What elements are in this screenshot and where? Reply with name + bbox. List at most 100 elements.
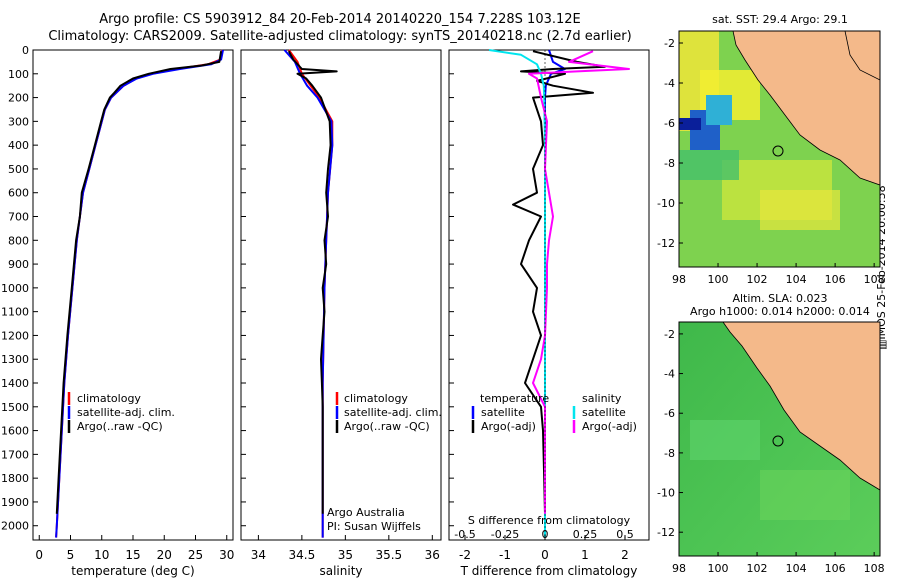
depth-tick-label: 1600 <box>1 425 29 438</box>
sst-map-title: sat. SST: 29.4 Argo: 29.1 <box>712 13 848 26</box>
depth-tick-label: 1900 <box>1 496 29 509</box>
map-lat-label: -2 <box>664 328 675 341</box>
sla-map-title-line2: Argo h1000: 0.014 h2000: 0.014 <box>690 305 870 318</box>
depth-tick-label: 700 <box>8 211 29 224</box>
legend-sal-argo-label: Argo(-adj) <box>582 420 637 433</box>
depth-tick-label: 800 <box>8 234 29 247</box>
depth-tick-label: 0 <box>22 44 29 57</box>
figure-title-line1: Argo profile: CS 5903912_84 20-Feb-2014 … <box>99 12 581 27</box>
map-lon-label: 102 <box>747 562 768 575</box>
pi-name-note: PI: Susan Wijffels <box>327 520 421 533</box>
series-line-argo-raw-qc <box>287 50 338 514</box>
map-lat-label: -4 <box>664 77 675 90</box>
argo-program-note: Argo Australia <box>327 506 405 519</box>
map-lat-label: -10 <box>657 197 675 210</box>
difference-panel: -2 -1 0 1 2 -0.5 -0.25 0 0.25 0.5 S difference fr… <box>448 49 650 578</box>
x-tick-label: 5 <box>67 548 75 562</box>
depth-tick-label: 1100 <box>1 306 29 319</box>
depth-tick-label: 900 <box>8 258 29 271</box>
map-lat-label: -8 <box>664 157 675 170</box>
difference-xlabel-salinity: S difference from climatology <box>468 514 631 527</box>
legend-satellite-adj-label: satellite-adj. clim. <box>344 406 442 419</box>
x-tick-label-salinity: -0.25 <box>491 528 519 541</box>
sst-map: sat. SST: 29.4 Argo: 29.1 98 100 102 104 106… <box>657 13 885 286</box>
sst-cool-patch <box>706 95 732 125</box>
x-tick-label-salinity: 0.25 <box>573 528 598 541</box>
legend-satellite-adj-label: satellite-adj. clim. <box>77 406 175 419</box>
map-lon-label: 98 <box>672 562 686 575</box>
map-lat-label: -12 <box>657 237 675 250</box>
x-tick-label: 20 <box>157 548 172 562</box>
x-tick-label: -1 <box>499 548 511 562</box>
depth-tick-label: 1500 <box>1 401 29 414</box>
depth-tick-label: 1800 <box>1 472 29 485</box>
legend-climatology-label: climatology <box>77 392 141 405</box>
temperature-legend: climatology satellite-adj. clim. Argo(..… <box>67 392 175 433</box>
depth-tick-label: 1000 <box>1 282 29 295</box>
series-line-temperature-argo-adj <box>512 50 606 514</box>
map-lon-label: 104 <box>786 273 807 286</box>
legend-argo-label: Argo(..raw -QC) <box>77 420 163 433</box>
x-tick-label: 25 <box>188 548 203 562</box>
difference-xlabel-temperature: T difference from climatology <box>460 564 638 578</box>
map-lat-label: -6 <box>664 407 675 420</box>
x-tick-label: 35 <box>338 548 353 562</box>
x-tick-label: 0 <box>35 548 43 562</box>
depth-tick-label: 2000 <box>1 520 29 533</box>
map-lon-label: 108 <box>864 273 885 286</box>
depth-tick-label: 600 <box>8 187 29 200</box>
sla-map: Altim. SLA: 0.023 Argo h1000: 0.014 h200… <box>657 292 885 575</box>
legend-sal-satellite-label: satellite <box>582 406 626 419</box>
map-lon-label: 100 <box>708 273 729 286</box>
x-tick-label-salinity: -0.5 <box>454 528 475 541</box>
depth-tick-label: 1400 <box>1 377 29 390</box>
depth-tick-label: 1700 <box>1 448 29 461</box>
x-tick-label: 34 <box>251 548 266 562</box>
depth-tick-label: 100 <box>8 68 29 81</box>
map-lat-label: -10 <box>657 487 675 500</box>
salinity-xlabel: salinity <box>319 564 362 578</box>
legend-climatology-label: climatology <box>344 392 408 405</box>
map-lat-label: -4 <box>664 368 675 381</box>
x-tick-label-salinity: 0.5 <box>616 528 634 541</box>
map-lon-label: 106 <box>825 273 846 286</box>
series-line-argo-raw-qc <box>55 51 223 514</box>
salinity-axes-frame <box>240 49 442 541</box>
temperature-xlabel: temperature (deg C) <box>71 564 194 578</box>
map-lon-label: 108 <box>864 562 885 575</box>
depth-tick-label: 300 <box>8 115 29 128</box>
map-lat-label: -6 <box>664 117 675 130</box>
sla-map-title-line1: Altim. SLA: 0.023 <box>732 292 827 305</box>
salinity-legend: climatology satellite-adj. clim. Argo(..… <box>335 392 442 433</box>
map-lat-label: -2 <box>664 37 675 50</box>
map-lon-label: 104 <box>786 562 807 575</box>
figure-title-line2: Climatology: CARS2009. Satellite-adjuste… <box>48 29 632 44</box>
sst-cool-patch <box>679 118 701 130</box>
x-tick-label: 0 <box>541 548 549 562</box>
map-lat-label: -8 <box>664 447 675 460</box>
x-tick-label: 34.5 <box>289 548 316 562</box>
x-tick-label: 1 <box>581 548 589 562</box>
x-tick-label-salinity: 0 <box>542 528 549 541</box>
legend-argo-label: Argo(..raw -QC) <box>344 420 430 433</box>
map-lat-label: -12 <box>657 526 675 539</box>
x-tick-label: -2 <box>459 548 471 562</box>
map-lon-label: 102 <box>747 273 768 286</box>
x-tick-label: 36 <box>425 548 440 562</box>
x-tick-label: 2 <box>621 548 629 562</box>
x-tick-label: 15 <box>125 548 140 562</box>
sst-warm-patch <box>760 190 840 230</box>
legend-temp-satellite-label: satellite <box>481 406 525 419</box>
map-lon-label: 100 <box>708 562 729 575</box>
sla-map-frame <box>678 321 881 557</box>
x-tick-label: 10 <box>94 548 109 562</box>
legend-temperature-title: temperature <box>480 392 549 405</box>
series-line-salinity-argo-adj <box>528 50 630 514</box>
map-lon-label: 98 <box>672 273 686 286</box>
sla-high-patch <box>690 420 760 460</box>
temperature-axes-frame <box>32 49 234 541</box>
legend-temp-argo-label: Argo(-adj) <box>481 420 536 433</box>
depth-tick-label: 500 <box>8 163 29 176</box>
argo-float-position <box>772 435 784 447</box>
